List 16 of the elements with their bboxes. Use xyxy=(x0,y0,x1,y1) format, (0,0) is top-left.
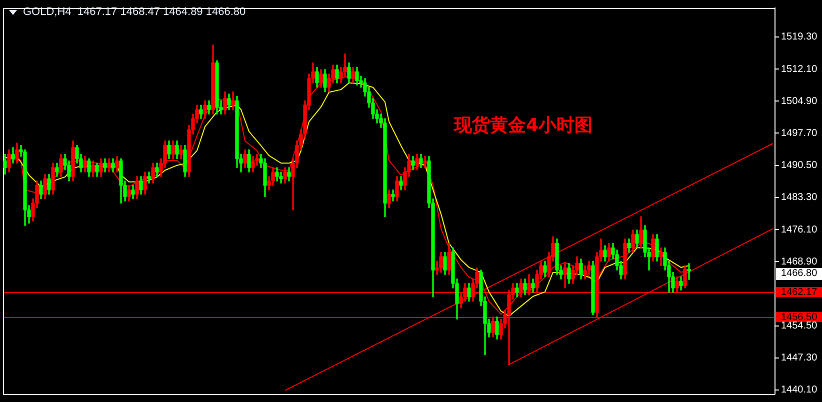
y-tick-label: 1454.50 xyxy=(781,320,818,332)
y-tick-label: 1483.30 xyxy=(781,192,818,204)
ref-line-label: 1456.50 xyxy=(781,312,818,323)
y-tick-label: 1497.70 xyxy=(781,128,818,139)
y-tick-label: 1504.90 xyxy=(781,96,818,107)
annotation: 现货黄金4小时图 xyxy=(454,114,593,137)
text: 1466.80 xyxy=(776,268,822,280)
ref-line-label: 1462.17 xyxy=(781,286,818,298)
y-tick-label: 1468.90 xyxy=(781,256,818,268)
y-tick-label: 1447.30 xyxy=(781,352,818,364)
y-tick-label: 1490.50 xyxy=(781,160,818,172)
y-tick-label: 1476.10 xyxy=(781,224,818,236)
chart-title: GOLD,H4 1467.17 1468.47 1464.89 1466.80 xyxy=(23,6,246,18)
y-tick-label: 1512.10 xyxy=(781,64,818,75)
y-tick-label: 1519.30 xyxy=(781,32,818,43)
y-tick-label: 1440.10 xyxy=(781,384,818,396)
